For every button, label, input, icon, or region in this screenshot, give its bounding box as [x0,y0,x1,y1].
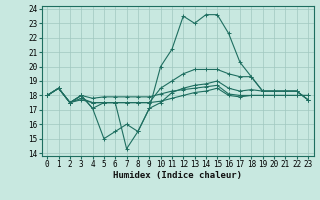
X-axis label: Humidex (Indice chaleur): Humidex (Indice chaleur) [113,171,242,180]
